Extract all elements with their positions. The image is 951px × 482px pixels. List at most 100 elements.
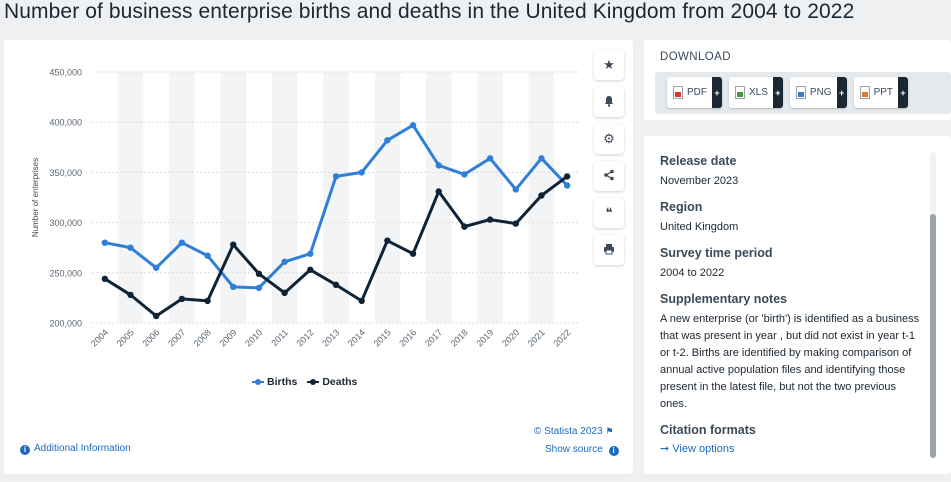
release-date-value: November 2023 bbox=[660, 175, 739, 187]
survey-period-value: 2004 to 2022 bbox=[660, 267, 725, 279]
x-tick-label: 2013 bbox=[320, 327, 341, 348]
share-button[interactable] bbox=[594, 161, 624, 191]
plus-icon: + bbox=[836, 77, 847, 108]
ppt-file-icon bbox=[859, 86, 870, 99]
print-button[interactable] bbox=[594, 235, 624, 265]
y-tick-label: 200,000 bbox=[49, 319, 82, 329]
grid-band bbox=[374, 72, 401, 323]
x-tick-label: 2015 bbox=[372, 327, 393, 348]
data-point-births bbox=[153, 264, 160, 271]
data-point-births bbox=[512, 186, 519, 193]
data-point-births bbox=[384, 137, 391, 144]
chart-card: 200,000 250,000 300,000 350,000 400,000 450,0… bbox=[4, 40, 633, 474]
chart-legend: Births Deaths bbox=[252, 376, 357, 388]
plus-icon: + bbox=[898, 77, 909, 108]
data-point-births bbox=[230, 283, 237, 291]
data-point-births bbox=[101, 239, 109, 246]
x-tick-label: 2004 bbox=[89, 327, 110, 348]
x-tick-label: 2006 bbox=[140, 327, 161, 348]
download-pdf-label: PDF bbox=[687, 87, 707, 98]
info-icon: i bbox=[20, 445, 30, 455]
data-point-deaths bbox=[538, 192, 545, 199]
scrollbar-thumb[interactable] bbox=[930, 214, 936, 458]
data-point-births bbox=[486, 155, 494, 162]
show-source-link[interactable]: Show source i bbox=[545, 444, 619, 456]
y-tick-label: 350,000 bbox=[49, 168, 82, 178]
download-ppt-label: PPT bbox=[873, 87, 894, 98]
chart-toolbar: ★ ⚙ ❝ bbox=[594, 50, 624, 272]
share-icon bbox=[603, 169, 615, 184]
data-point-deaths bbox=[435, 188, 442, 195]
x-tick-label: 2022 bbox=[551, 327, 572, 348]
x-tick-label: 2014 bbox=[346, 327, 367, 348]
y-axis-title: Number of enterprises bbox=[31, 158, 40, 237]
data-point-deaths bbox=[384, 237, 391, 244]
x-tick-label: 2007 bbox=[166, 327, 187, 348]
png-file-icon bbox=[795, 86, 806, 99]
settings-button[interactable]: ⚙ bbox=[594, 124, 624, 154]
data-point-births bbox=[127, 244, 134, 251]
data-point-deaths bbox=[563, 173, 571, 180]
data-point-deaths bbox=[255, 270, 263, 278]
notification-button[interactable] bbox=[594, 87, 624, 117]
download-xls-label: XLS bbox=[749, 87, 768, 98]
data-point-deaths bbox=[281, 289, 288, 297]
legend-marker-deaths bbox=[307, 378, 320, 386]
data-point-deaths bbox=[204, 297, 211, 305]
data-point-births bbox=[563, 182, 571, 189]
arrow-right-icon: ➞ bbox=[660, 443, 670, 455]
data-point-deaths bbox=[512, 220, 519, 227]
download-xls-button[interactable]: XLS + bbox=[729, 77, 783, 108]
x-tick-label: 2011 bbox=[269, 327, 290, 348]
x-tick-label: 2021 bbox=[526, 327, 547, 348]
chart: 200,000 250,000 300,000 350,000 400,000 450,0… bbox=[31, 68, 580, 349]
xls-file-icon bbox=[735, 86, 745, 99]
details-scrollbar[interactable] bbox=[930, 152, 936, 458]
download-pdf-button[interactable]: PDF + bbox=[667, 77, 722, 108]
quote-icon: ❝ bbox=[605, 205, 613, 220]
legend-item-births[interactable]: Births bbox=[252, 376, 297, 388]
grid-band bbox=[477, 72, 503, 323]
data-point-births bbox=[307, 250, 314, 257]
x-tick-label: 2016 bbox=[397, 327, 418, 348]
region-value: United Kingdom bbox=[660, 221, 739, 233]
region-label: Region bbox=[660, 200, 703, 214]
bell-icon bbox=[603, 95, 615, 110]
x-tick-label: 2017 bbox=[423, 327, 444, 348]
favorite-button[interactable]: ★ bbox=[594, 50, 624, 80]
cite-button[interactable]: ❝ bbox=[594, 198, 624, 228]
additional-info-link[interactable]: i Additional Information bbox=[20, 443, 131, 455]
star-icon: ★ bbox=[603, 57, 615, 72]
x-tick-label: 2012 bbox=[294, 327, 315, 348]
y-tick-label: 400,000 bbox=[49, 118, 82, 128]
download-ppt-button[interactable]: PPT + bbox=[853, 77, 909, 108]
data-point-births bbox=[178, 239, 186, 246]
legend-label-deaths: Deaths bbox=[322, 376, 358, 388]
data-point-deaths bbox=[127, 291, 134, 299]
x-tick-label: 2019 bbox=[474, 327, 495, 348]
download-png-button[interactable]: PNG + bbox=[789, 77, 847, 108]
download-title: DOWNLOAD bbox=[660, 51, 731, 63]
citation-formats-label: Citation formats bbox=[660, 423, 756, 437]
data-point-deaths bbox=[486, 216, 494, 223]
data-point-deaths bbox=[230, 241, 237, 248]
plus-icon: + bbox=[772, 77, 783, 108]
data-point-deaths bbox=[307, 266, 314, 273]
gear-icon: ⚙ bbox=[603, 131, 615, 146]
data-point-births bbox=[332, 173, 340, 180]
grid-band bbox=[220, 72, 247, 323]
data-point-deaths bbox=[461, 223, 468, 230]
statista-credit[interactable]: © Statista 2023 ⚑ bbox=[534, 426, 614, 437]
data-point-births bbox=[255, 284, 263, 292]
legend-item-deaths[interactable]: Deaths bbox=[307, 376, 357, 388]
y-tick-label: 250,000 bbox=[49, 268, 82, 278]
data-point-deaths bbox=[101, 275, 109, 283]
flag-icon: ⚑ bbox=[605, 426, 614, 436]
view-options-link[interactable]: ➞ View options bbox=[660, 442, 924, 455]
x-tick-label: 2005 bbox=[115, 327, 136, 348]
grid-band bbox=[425, 72, 452, 323]
data-point-births bbox=[358, 169, 365, 176]
y-tick-label: 450,000 bbox=[49, 68, 82, 78]
x-tick-label: 2008 bbox=[192, 327, 213, 348]
x-tick-label: 2010 bbox=[243, 327, 264, 348]
